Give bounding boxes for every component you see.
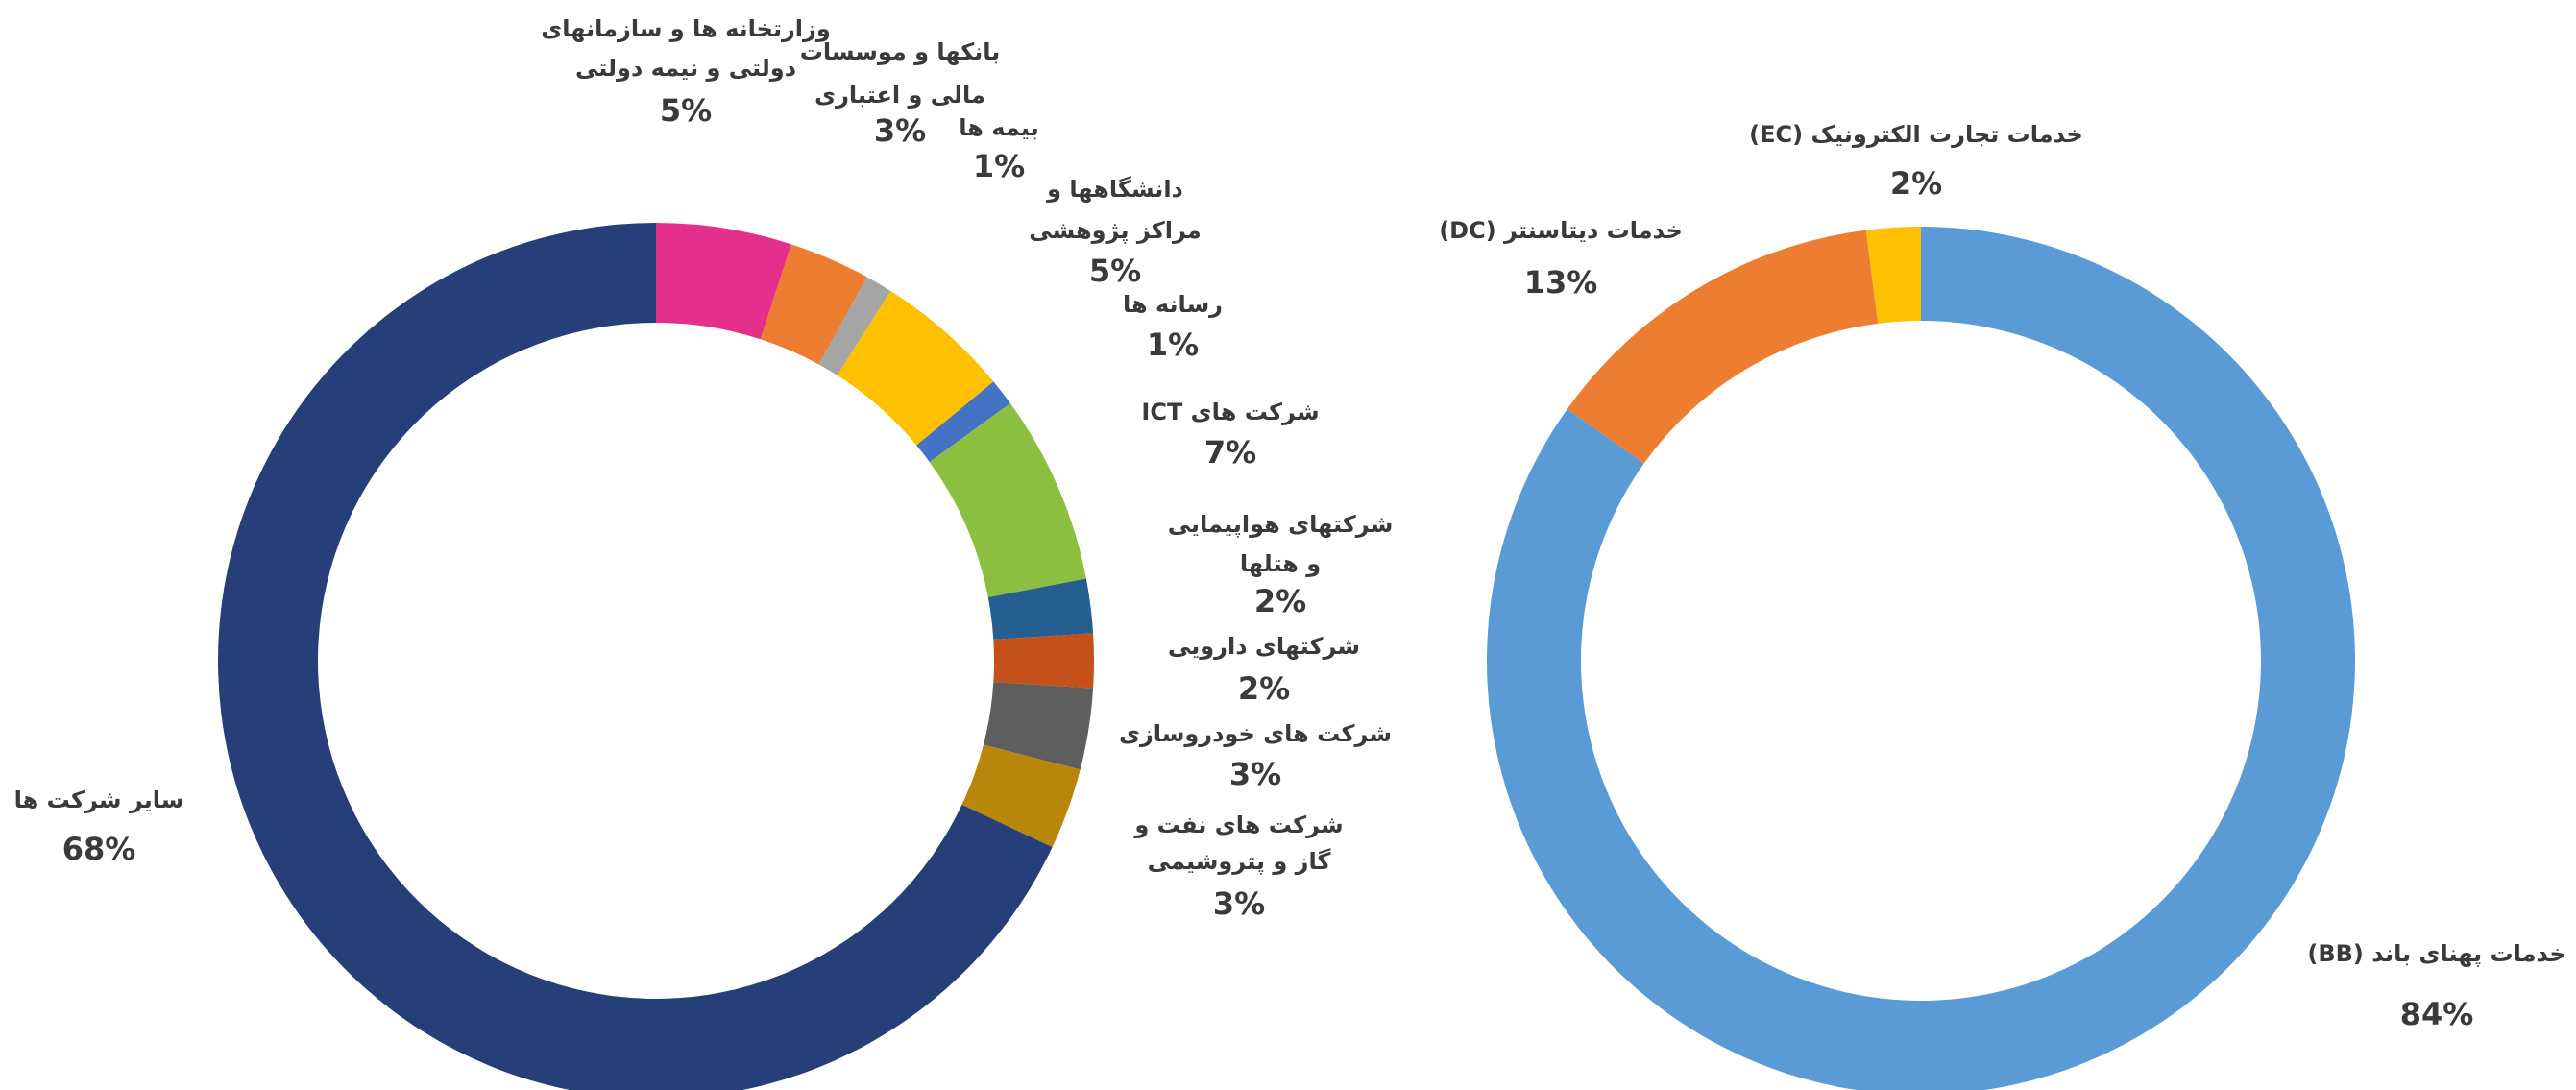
donut-slice <box>837 290 994 446</box>
donut-slice <box>983 682 1094 770</box>
slice-label: و هتلها <box>1240 550 1321 577</box>
slice-value-label: 5% <box>660 92 712 129</box>
slice-label: گاز و پتروشیمی <box>1148 848 1331 875</box>
slice-value-label: 2% <box>1238 670 1290 707</box>
slice-value-label: 13% <box>1524 264 1598 301</box>
donut-slice <box>987 578 1094 640</box>
slice-label: خدمات دیتاسنتر (DC) <box>1439 217 1683 244</box>
slice-label: وزارتخانه ها و سازمانهای <box>541 15 830 42</box>
donut-slice <box>993 633 1094 689</box>
slice-label: بانکها و موسسات <box>800 38 1001 65</box>
donut-slice <box>929 402 1086 598</box>
donut-slice <box>1865 227 1921 324</box>
donut-slice <box>1567 230 1879 464</box>
slice-value-label: 1% <box>1147 327 1199 363</box>
slice-label: شرکتهای هواپیمایی <box>1168 511 1394 538</box>
donut-slice <box>961 744 1081 848</box>
slice-label: دولتی و نیمه دولتی <box>575 55 796 82</box>
donut-slice <box>916 381 1010 463</box>
slice-value-label: 2% <box>1254 583 1306 619</box>
slice-label: شرکت های خودروسازی <box>1119 720 1392 747</box>
donut-slice <box>656 223 791 340</box>
slice-value-label: 84% <box>2400 996 2474 1032</box>
donut-slice <box>818 277 891 375</box>
slice-value-label: 3% <box>1213 885 1265 922</box>
slice-value-label: 68% <box>62 831 136 867</box>
slice-label: خدمات پهنای باند (BB) <box>2307 940 2565 967</box>
slice-label: سایر شرکت ها <box>14 787 184 813</box>
slice-value-label: 5% <box>1089 253 1141 289</box>
slice-label: بیمه ها <box>959 114 1038 141</box>
slice-label: مراکز پژوهشی <box>1029 217 1201 244</box>
slice-label: شرکت های ICT <box>1141 399 1319 425</box>
slice-value-label: 3% <box>1229 756 1281 792</box>
slice-value-label: 3% <box>874 112 926 149</box>
slice-label: شرکتهای دارویی <box>1168 633 1360 660</box>
slice-value-label: 2% <box>1890 165 1942 202</box>
slice-label: مالی و اعتباری <box>814 82 985 109</box>
slice-value-label: 7% <box>1204 434 1256 471</box>
donut-slice <box>760 244 867 365</box>
slice-label: شرکت های نفت و <box>1133 811 1343 838</box>
slice-label: رسانه ها <box>1123 291 1223 318</box>
slice-label: دانشگاهها و <box>1046 176 1183 203</box>
slice-label: خدمات تجارت الکترونیک (EC) <box>1749 121 2083 148</box>
slice-value-label: 1% <box>973 148 1025 184</box>
